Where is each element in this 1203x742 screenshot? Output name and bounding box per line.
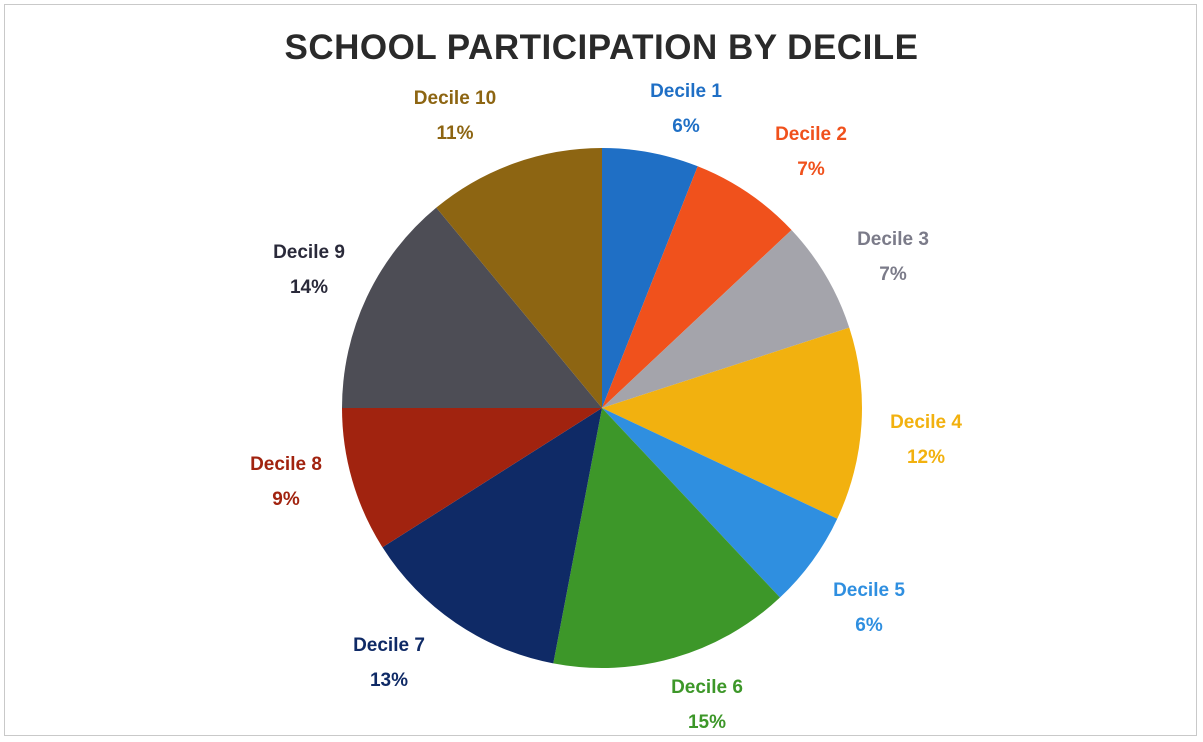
slice-label-value: 9% [272, 489, 300, 510]
slice-label-name: Decile 8 [250, 454, 322, 475]
pie-slice-decile-1 [602, 148, 698, 408]
pie-slice-decile-4 [602, 327, 862, 519]
slice-label-name: Decile 1 [650, 81, 722, 102]
pie-slice-decile-7 [382, 408, 602, 664]
slice-label-name: Decile 7 [353, 635, 425, 656]
pie-slice-decile-10 [436, 148, 602, 408]
slice-label-name: Decile 10 [414, 88, 496, 109]
slice-label-name: Decile 4 [890, 412, 962, 433]
slice-label-value: 13% [370, 670, 408, 691]
pie-slice-decile-5 [602, 408, 838, 598]
slice-label-name: Decile 3 [857, 229, 929, 250]
slice-label-value: 14% [290, 277, 328, 298]
slice-label-name: Decile 2 [775, 124, 847, 145]
slice-label-value: 6% [855, 615, 883, 636]
slice-label-value: 15% [688, 712, 726, 733]
pie-slice-decile-6 [553, 408, 780, 668]
slice-label-value: 7% [879, 264, 907, 285]
slice-label-value: 11% [437, 123, 474, 144]
slice-label-name: Decile 5 [833, 580, 905, 601]
pie-slices [342, 148, 862, 668]
slice-label-name: Decile 9 [273, 242, 345, 263]
pie-slice-decile-8 [342, 408, 602, 548]
pie-slice-decile-9 [342, 207, 602, 408]
slice-label-value: 12% [907, 447, 945, 468]
chart-title: SCHOOL PARTICIPATION BY DECILE [284, 28, 919, 67]
pie-slice-decile-3 [602, 230, 850, 408]
slice-label-name: Decile 6 [671, 677, 743, 698]
slice-label-value: 6% [672, 116, 700, 137]
slice-labels: Decile 1 6% Decile 2 7% Decile 3 7% Decile 4 12… [250, 81, 962, 733]
slice-label-value: 7% [797, 159, 825, 180]
pie-slice-decile-2 [602, 166, 792, 408]
